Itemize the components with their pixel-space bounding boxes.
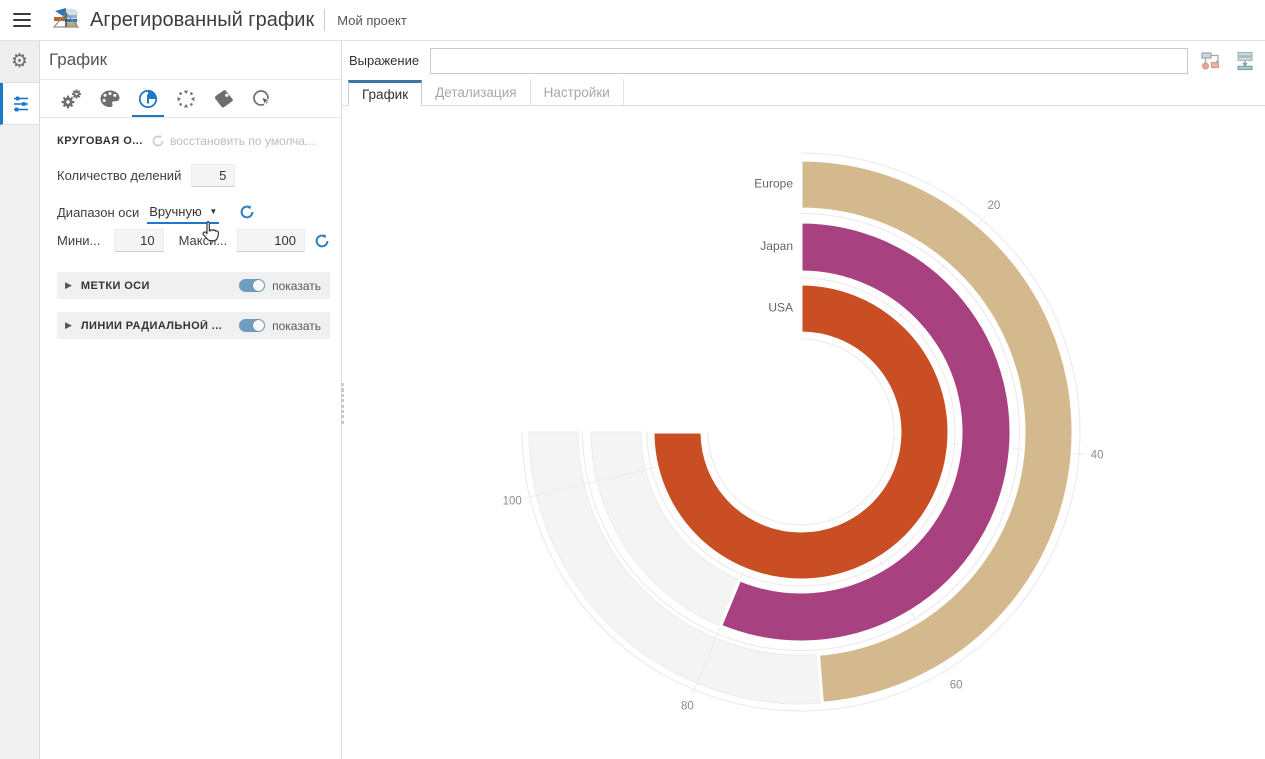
prop-group-title: КРУГОВАЯ О... bbox=[57, 135, 143, 147]
axis-labels-toggle[interactable] bbox=[239, 279, 266, 292]
burst-icon bbox=[177, 90, 195, 107]
dataflow-icon bbox=[1201, 51, 1220, 70]
settings-panel: График bbox=[40, 41, 344, 759]
divisions-row: Количество делений bbox=[57, 164, 330, 187]
tab-interactivity[interactable] bbox=[243, 80, 281, 117]
refresh-icon bbox=[240, 205, 254, 219]
divisions-input[interactable] bbox=[191, 164, 236, 187]
axis-labels-toggle-label: показать bbox=[272, 278, 321, 293]
section-axis-labels[interactable]: ▶ МЕТКИ ОСИ показать bbox=[57, 272, 330, 299]
axis-range-value: Вручную bbox=[149, 203, 202, 219]
tab-circular-axis[interactable] bbox=[129, 80, 167, 117]
tab-details[interactable]: Детализация bbox=[422, 79, 531, 105]
tab-settings[interactable]: Настройки bbox=[531, 79, 624, 105]
gear-icon: ⚙ bbox=[10, 50, 29, 72]
rail-filler bbox=[0, 125, 39, 759]
axis-range-refresh-button[interactable] bbox=[239, 204, 255, 220]
aggregate-icon bbox=[1237, 51, 1253, 70]
tab-markers[interactable] bbox=[167, 80, 205, 117]
aggregate-toolbar-button[interactable] bbox=[1231, 47, 1259, 75]
app-header: Агрегированный график Мой проект bbox=[0, 0, 1265, 41]
svg-text:20: 20 bbox=[987, 200, 1000, 212]
svg-text:USA: USA bbox=[768, 301, 793, 315]
dataflow-toolbar-button[interactable] bbox=[1197, 47, 1225, 75]
svg-text:100: 100 bbox=[503, 495, 522, 507]
svg-text:60: 60 bbox=[950, 679, 963, 691]
prop-group-header: КРУГОВАЯ О... восстановить по умолча... bbox=[57, 134, 330, 148]
panel-icon-tabs bbox=[40, 80, 341, 118]
tab-chart[interactable]: График bbox=[348, 80, 423, 106]
header-divider bbox=[324, 9, 326, 31]
app-logo-icon bbox=[52, 8, 80, 28]
tab-labels[interactable] bbox=[205, 80, 243, 117]
tab-common-settings[interactable] bbox=[53, 80, 91, 117]
restore-default-button[interactable]: восстановить по умолча... bbox=[151, 134, 315, 148]
tag-icon bbox=[215, 89, 233, 108]
min-max-row: Мини... Макси... bbox=[57, 229, 330, 252]
panel-title: График bbox=[40, 41, 341, 80]
section-axis-labels-title: МЕТКИ ОСИ bbox=[80, 279, 150, 292]
axis-range-dropdown[interactable]: Вручную ▼ bbox=[147, 200, 220, 224]
tab-colors[interactable] bbox=[91, 80, 129, 117]
axis-max-label: Макси... bbox=[178, 233, 228, 248]
expression-row: Выражение bbox=[342, 41, 1265, 80]
sliders-icon bbox=[14, 96, 28, 111]
svg-text:Europe: Europe bbox=[754, 177, 793, 191]
page-title: Агрегированный график bbox=[90, 8, 315, 31]
svg-text:80: 80 bbox=[681, 700, 694, 712]
radial-lines-toggle-label: показать bbox=[272, 318, 321, 333]
gears-icon bbox=[61, 88, 82, 108]
pointer-click-icon bbox=[253, 89, 271, 106]
left-rail: ⚙ bbox=[0, 41, 40, 759]
project-name[interactable]: Мой проект bbox=[337, 12, 407, 28]
rail-settings-button[interactable]: ⚙ bbox=[0, 41, 39, 83]
panel-content: КРУГОВАЯ О... восстановить по умолча... … bbox=[40, 118, 341, 339]
chevron-right-icon: ▶ bbox=[65, 280, 72, 290]
axis-range-label: Диапазон оси bbox=[57, 204, 140, 220]
main-area: Выражение bbox=[342, 41, 1265, 759]
refresh-icon bbox=[152, 135, 164, 147]
chevron-right-icon: ▶ bbox=[65, 320, 72, 330]
expression-input[interactable] bbox=[430, 47, 1188, 74]
radial-bar-chart[interactable]: 20 40 60 80 100 Europe Japan USA bbox=[342, 106, 1265, 759]
refresh-icon bbox=[315, 233, 329, 247]
axis-min-input[interactable] bbox=[113, 229, 164, 252]
svg-text:40: 40 bbox=[1091, 449, 1104, 461]
axis-min-label: Мини... bbox=[57, 233, 101, 248]
rail-properties-button[interactable] bbox=[0, 83, 39, 125]
palette-icon bbox=[100, 90, 120, 107]
chevron-down-icon: ▼ bbox=[209, 206, 218, 216]
main-tab-bar: График Детализация Настройки bbox=[342, 79, 1265, 106]
panel-resize-handle[interactable] bbox=[340, 383, 344, 424]
restore-default-label: восстановить по умолча... bbox=[169, 134, 316, 148]
radial-lines-toggle[interactable] bbox=[239, 319, 266, 332]
min-max-refresh-button[interactable] bbox=[314, 233, 330, 249]
axis-range-row: Диапазон оси Вручную ▼ bbox=[57, 200, 330, 224]
axis-max-input[interactable] bbox=[237, 229, 305, 252]
chart-canvas: 20 40 60 80 100 Europe Japan USA bbox=[503, 152, 1104, 712]
expression-label: Выражение bbox=[349, 53, 420, 68]
svg-text:Japan: Japan bbox=[760, 239, 793, 253]
radial-chart-icon bbox=[138, 89, 158, 108]
divisions-label: Количество делений bbox=[57, 168, 182, 183]
hamburger-menu-icon[interactable] bbox=[8, 5, 42, 35]
section-radial-lines-title: ЛИНИИ РАДИАЛЬНОЙ ... bbox=[80, 319, 223, 332]
section-radial-lines[interactable]: ▶ ЛИНИИ РАДИАЛЬНОЙ ... показать bbox=[57, 312, 330, 339]
